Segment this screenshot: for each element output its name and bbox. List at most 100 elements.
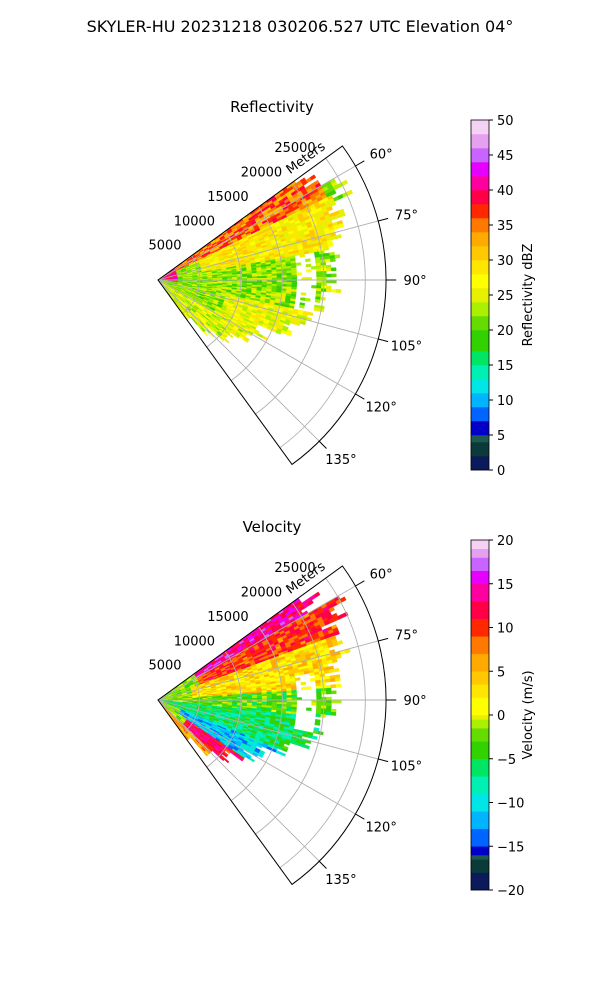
radar-gate: [300, 681, 307, 686]
colorbar-band: [471, 421, 489, 436]
radar-gate: [330, 711, 337, 716]
colorbar-band: [471, 316, 489, 331]
radar-gate: [311, 735, 318, 740]
radar-gate: [294, 677, 301, 681]
radar-gate: [327, 242, 334, 248]
colorbar-tick-label: 35: [497, 219, 514, 234]
radar-gate: [335, 683, 342, 688]
radar-gate: [329, 258, 336, 263]
radar-gate: [334, 677, 341, 682]
radar-gate: [331, 273, 337, 278]
figure-title: SKYLER-HU 20231218 030206.527 UTC Elevat…: [87, 17, 514, 36]
radar-gate: [325, 678, 331, 683]
radar-gate: [326, 279, 332, 284]
radar-gate: [276, 701, 283, 705]
radar-gate: [286, 692, 292, 696]
radar-gate: [309, 672, 315, 677]
radar-gate: [333, 667, 340, 673]
colorbar-band: [471, 190, 489, 205]
radar-gate: [326, 702, 332, 707]
radar-gate: [304, 297, 311, 302]
radar-gate: [309, 174, 317, 181]
panel-title: Velocity: [243, 518, 302, 536]
radar-gate: [299, 253, 306, 258]
colorbar-band: [471, 274, 489, 289]
radar-gate: [303, 744, 310, 750]
colorbar-label: Reflectivity dBZ: [521, 244, 536, 347]
angle-tick-label: 105°: [391, 340, 422, 355]
angle-tick: [378, 217, 389, 222]
radar-gate: [261, 335, 268, 341]
radar-gate: [315, 288, 322, 292]
radar-gate: [298, 304, 305, 309]
radar-gate: [330, 288, 337, 293]
radar-gate: [336, 640, 344, 646]
radar-gate: [266, 695, 273, 699]
radar-field: [157, 591, 351, 764]
radar-gate: [251, 696, 258, 699]
radar-gate: [326, 690, 332, 695]
radar-gate: [300, 297, 306, 301]
radar-gate: [325, 288, 332, 293]
radar-gate: [305, 263, 312, 268]
radar-gate: [325, 708, 332, 713]
radar-gate: [291, 272, 297, 276]
colorbar-band: [471, 330, 489, 352]
colorbar-tick-label: 0: [497, 464, 505, 479]
radar-gate: [329, 189, 337, 196]
radial-tick-label: 15000: [207, 190, 248, 205]
radar-gate: [315, 265, 322, 270]
angle-tick: [355, 160, 365, 167]
radar-gate: [276, 273, 283, 277]
radar-gate: [286, 701, 293, 705]
radar-gate: [330, 684, 337, 689]
radar-gate: [266, 275, 273, 279]
colorbar-band: [471, 379, 489, 394]
radar-gate: [305, 686, 312, 690]
colorbar-band: [471, 120, 489, 135]
colorbar-band: [471, 162, 489, 177]
radar-gate: [325, 264, 332, 269]
radar-gate: [224, 338, 230, 344]
radar-gate: [276, 693, 283, 697]
radar-gate: [315, 708, 322, 712]
radar-gate: [325, 687, 332, 692]
radar-gate: [286, 695, 293, 699]
angle-tick: [318, 440, 327, 449]
colorbar-tick-label: 45: [497, 149, 514, 164]
radar-gate: [306, 707, 312, 711]
radar-gate: [276, 275, 283, 279]
radar-gate: [312, 730, 319, 735]
radar-gate: [256, 694, 263, 697]
colorbar-tick-label: 50: [497, 114, 514, 129]
radar-gate: [316, 271, 322, 275]
colorbar-band: [471, 232, 489, 247]
radar-field: [157, 174, 353, 344]
radar-gate: [316, 694, 322, 698]
radar-gate: [286, 275, 293, 279]
radar-gate: [316, 274, 322, 278]
radar-gate: [286, 272, 292, 276]
colorbar-band: [471, 218, 489, 233]
radar-gate: [325, 711, 332, 716]
radar-gate: [315, 685, 322, 690]
colorbar-tick-label: 25: [497, 289, 514, 304]
angle-tick: [378, 338, 389, 343]
colorbar-band: [471, 442, 489, 457]
radar-gate: [310, 265, 317, 270]
radar-gate: [286, 281, 293, 285]
radar-gate: [329, 201, 337, 207]
velocity-panel: Velocity60°75°90°105°120°135°50001000015…: [148, 518, 536, 899]
radar-gate: [315, 713, 322, 718]
panel-title: Reflectivity: [230, 98, 314, 116]
colorbar-band: [471, 393, 489, 408]
angle-tick-label: 90°: [404, 274, 427, 289]
radar-gate: [247, 276, 253, 279]
radar-gate: [316, 691, 322, 695]
angle-tick-label: 75°: [395, 208, 418, 223]
radar-gate: [326, 705, 332, 710]
radar-gate: [300, 292, 307, 296]
radar-gate: [325, 684, 332, 689]
